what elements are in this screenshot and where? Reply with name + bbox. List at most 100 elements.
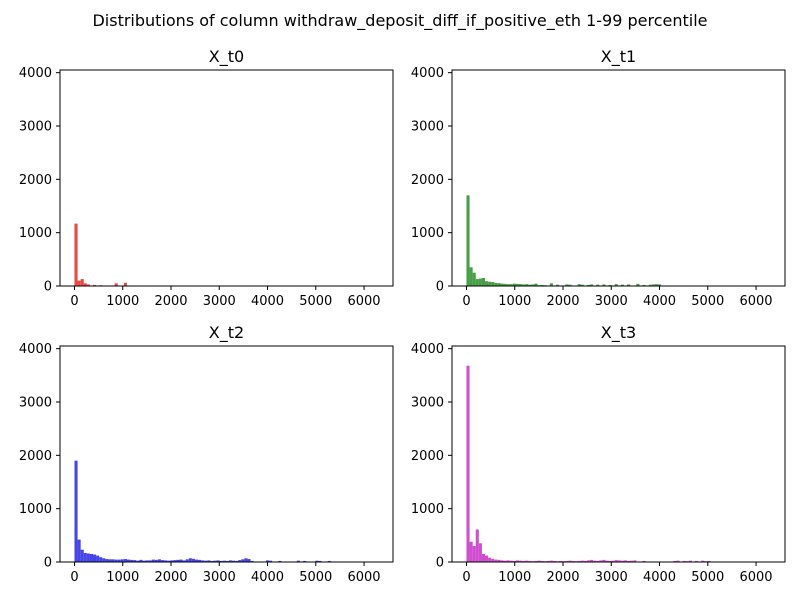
histogram-bar: [478, 543, 482, 562]
histogram-bar: [602, 559, 606, 562]
histogram-bar: [154, 559, 158, 562]
histogram-bar: [627, 560, 631, 562]
histogram-bar: [491, 558, 495, 562]
histogram-bar: [506, 284, 510, 286]
histogram-bar: [673, 560, 677, 562]
y-tick-label: 2000: [19, 449, 52, 464]
histogram-bar: [139, 559, 143, 562]
histogram-bar: [642, 284, 646, 286]
histogram-bar: [105, 559, 109, 562]
histogram-bar: [627, 284, 631, 286]
histogram-bar: [605, 560, 609, 562]
histogram-bar: [198, 559, 202, 562]
x-tick-label: 4000: [643, 294, 676, 309]
histogram-bar: [80, 549, 84, 562]
histogram-bar: [74, 460, 78, 562]
axes-frame: [59, 345, 394, 563]
histogram-bar: [568, 560, 572, 562]
histogram-bar: [534, 283, 538, 286]
x-tick-label: 6000: [739, 570, 772, 585]
histogram-bar: [188, 558, 192, 562]
histogram-bar: [102, 558, 106, 562]
histogram-bar: [630, 560, 634, 562]
histogram-bar: [241, 559, 245, 562]
x-tick-label: 0: [70, 294, 78, 309]
histogram-bar: [478, 278, 482, 286]
x-tick-label: 2000: [546, 570, 579, 585]
histogram-bar: [602, 284, 606, 286]
histogram-bar: [219, 560, 223, 562]
y-tick-label: 3000: [19, 396, 52, 411]
histogram-bar: [583, 560, 587, 562]
histogram-bar: [83, 552, 87, 562]
x-tick-label: 5000: [299, 570, 332, 585]
histogram-bar: [648, 284, 652, 286]
histogram-bar: [176, 559, 180, 562]
histogram-bar: [93, 554, 97, 562]
histogram-bar: [191, 558, 195, 562]
subplot-0: 0 1000 2000 3000 4000 5000 6000 0 1000 2000 3000 40…: [19, 47, 394, 309]
histogram-bar: [494, 559, 498, 562]
histogram-bar: [469, 267, 473, 286]
x-tick-label: 2000: [546, 294, 579, 309]
histogram-bar: [160, 560, 165, 562]
histogram-bar: [522, 284, 526, 286]
histogram-bar: [506, 560, 510, 562]
histogram-bar: [99, 557, 103, 562]
y-tick-label: 4000: [411, 342, 444, 357]
histogram-bar: [216, 560, 220, 562]
x-tick-label: 1000: [498, 294, 531, 309]
bars: [466, 195, 662, 286]
histogram-bar: [485, 555, 489, 562]
subplot-title: X_t1: [601, 47, 636, 67]
histogram-bar: [695, 560, 699, 562]
histogram-bar: [296, 560, 300, 562]
histogram-bar: [472, 272, 476, 286]
histogram-bar: [164, 560, 168, 562]
histogram-bar: [86, 284, 90, 286]
x-tick-label: 3000: [203, 570, 236, 585]
histogram-bar: [179, 559, 183, 562]
histogram-bar: [481, 554, 486, 562]
histogram-bar: [512, 283, 516, 286]
x-tick-label: 5000: [691, 570, 724, 585]
y-tick-label: 2000: [411, 173, 444, 188]
y-tick-label: 1000: [19, 502, 52, 517]
histogram-bar: [469, 541, 473, 562]
histogram-bar: [222, 560, 226, 562]
bars: [466, 365, 711, 562]
histogram-bar: [577, 284, 581, 286]
histogram-bar: [497, 559, 501, 562]
histogram-bar: [481, 278, 486, 286]
histogram-bar: [204, 560, 208, 562]
histogram-bar: [565, 284, 569, 286]
histogram-bar: [540, 284, 544, 286]
histogram-bar: [651, 284, 655, 286]
histogram-bar: [123, 559, 127, 562]
histogram-bar: [565, 560, 569, 562]
histogram-bar: [207, 560, 211, 562]
subplot-title: X_t3: [601, 323, 636, 343]
y-tick-label: 3000: [411, 120, 444, 135]
histogram-bar: [327, 560, 331, 562]
x-tick-label: 1000: [106, 294, 139, 309]
histogram-bar: [620, 560, 624, 562]
histogram-bar: [633, 560, 637, 562]
y-tick-label: 1000: [411, 226, 444, 241]
histogram-bar: [182, 560, 186, 562]
histogram-bar: [96, 555, 100, 562]
histogram-bar: [503, 560, 507, 562]
histogram-bar: [170, 560, 174, 562]
histogram-bar: [512, 560, 516, 562]
histogram-bar: [93, 284, 97, 286]
y-tick-label: 3000: [19, 120, 52, 135]
histogram-bar: [488, 281, 492, 286]
histogram-bar: [303, 560, 307, 562]
histogram-bar: [213, 560, 217, 562]
histogram-bar: [77, 280, 81, 286]
x-tick-label: 5000: [691, 294, 724, 309]
x-tick-label: 0: [462, 294, 470, 309]
histogram-bar: [608, 284, 612, 286]
histogram-bar: [123, 282, 127, 286]
histogram-bar: [497, 283, 501, 286]
